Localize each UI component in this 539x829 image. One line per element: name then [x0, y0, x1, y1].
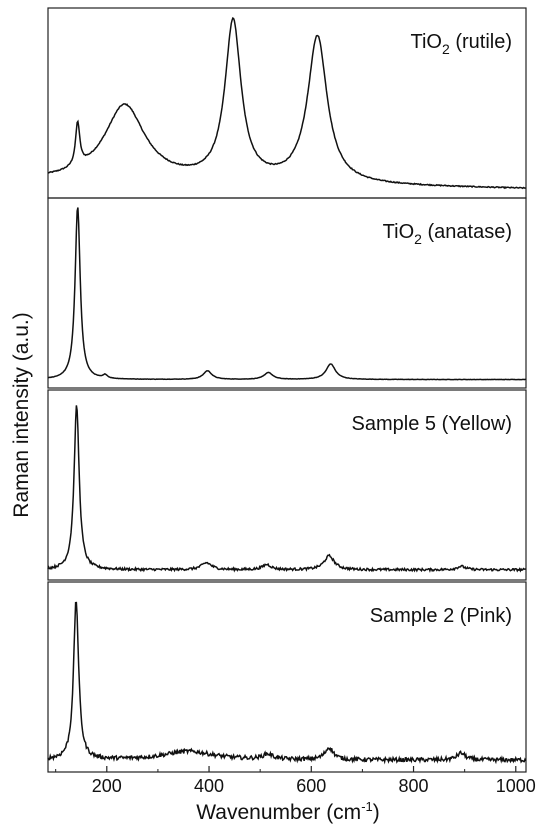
y-axis-label: Raman intensity (a.u.)	[10, 312, 33, 517]
x-axis-label-base: Wavenumber (cm	[196, 801, 361, 824]
panel-title-base: TiO	[410, 31, 441, 53]
x-tick-label: 600	[296, 776, 326, 796]
panel-title: Sample 2 (Pink)	[370, 605, 512, 627]
spectrum-line	[47, 17, 526, 190]
spectrum-line	[47, 405, 526, 573]
panel-title-base: Sample 2 (Pink)	[370, 605, 512, 627]
spectrum-line	[47, 207, 526, 381]
panel-title: Sample 5 (Yellow)	[352, 413, 512, 435]
x-tick-label: 400	[194, 776, 224, 796]
panel-frame	[47, 389, 527, 581]
spectrum-line	[47, 601, 527, 765]
panel-3: Sample 5 (Yellow)	[47, 389, 527, 581]
panel-title: TiO2 (rutile)	[410, 31, 512, 57]
panel-title-base: Sample 5 (Yellow)	[352, 413, 512, 435]
panel-title-base: TiO	[383, 221, 414, 243]
x-tick-label: 200	[92, 776, 122, 796]
panel-title-tail: (rutile)	[450, 31, 512, 53]
panel-title-sub: 2	[414, 231, 422, 247]
x-axis-label-tail: )	[373, 801, 380, 824]
x-axis-label-sup: -1	[361, 799, 373, 814]
panel-frame	[47, 581, 527, 773]
x-axis-label: Wavenumber (cm-1)	[196, 799, 380, 824]
panel-title-sub: 2	[442, 41, 450, 57]
panel-2: TiO2 (anatase)	[47, 197, 527, 389]
x-axis: 200 400 600 800 1000	[55, 766, 536, 796]
x-tick-label: 800	[399, 776, 429, 796]
panel-1: TiO2 (rutile)	[47, 7, 527, 199]
panels: TiO2 (rutile)TiO2 (anatase)Sample 5 (Yel…	[47, 7, 527, 773]
panel-4: Sample 2 (Pink)	[47, 581, 527, 773]
x-tick-label: 1000	[496, 776, 536, 796]
panel-title: TiO2 (anatase)	[383, 221, 512, 247]
panel-title-tail: (anatase)	[422, 221, 512, 243]
panel-frame	[47, 197, 527, 389]
